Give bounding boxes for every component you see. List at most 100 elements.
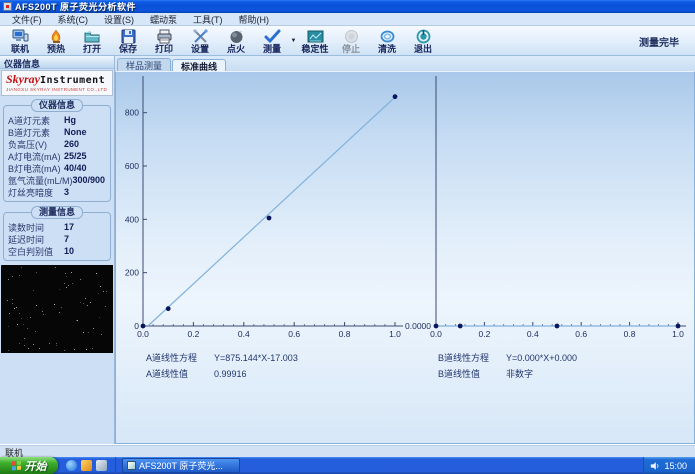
menu-pump[interactable]: 蠕动泵 xyxy=(150,14,178,25)
svg-text:200: 200 xyxy=(125,268,139,278)
exit-power-icon xyxy=(416,29,430,43)
start-button[interactable]: 开始 xyxy=(0,457,58,474)
browser-icon[interactable] xyxy=(66,460,77,471)
quick-launch xyxy=(58,457,116,474)
quick-launch-icon[interactable] xyxy=(81,460,92,471)
brand-logo: SkyrayInstrument JIANGSU SKYRAY INSTRUME… xyxy=(1,70,113,96)
field-label: A道灯元素 xyxy=(8,115,51,126)
svg-text:0.6: 0.6 xyxy=(288,329,300,339)
field-value: None xyxy=(64,127,87,137)
field-label: B灯电流(mA) xyxy=(8,163,61,174)
field-label: 延迟时间 xyxy=(8,234,45,245)
equation-label: A道线性方程 xyxy=(146,353,198,363)
b-channel-r-row: B道线性值 非数字 xyxy=(438,367,533,380)
measurement-info-group: 测量信息 读数时间 17 延迟时间 7 空白判别值 10 xyxy=(3,206,111,261)
ignite-button[interactable]: 点火 xyxy=(218,27,254,55)
toolbar-button-label: 联机 xyxy=(10,43,29,54)
connection-status: 联机 xyxy=(5,448,24,458)
equation-value: Y=0.000*X+0.000 xyxy=(506,353,578,363)
field-row: B灯电流(mA) 40/40 xyxy=(8,162,106,174)
save-floppy-icon xyxy=(121,29,135,43)
sidebar: 仪器信息 SkyrayInstrument JIANGSU SKYRAY INS… xyxy=(0,56,115,444)
standard-curve-panel: 0.0 0.2 0.4 0.6 0.8 1.0 0 200 400 600 800 0.0 0.2 0.4… xyxy=(115,71,695,444)
main-area: 样品测量 标准曲线 0.0 0.2 0.4 0.6 0.8 1.0 0 200 400 600 80… xyxy=(115,56,695,444)
app-icon xyxy=(3,2,12,11)
stability-button[interactable]: 稳定性 xyxy=(297,27,333,55)
settings-button[interactable]: 设置 xyxy=(182,27,218,55)
taskbar-app-button[interactable]: AFS200T 原子荧光... xyxy=(122,458,240,473)
tab-standard-curve[interactable]: 标准曲线 xyxy=(172,59,227,72)
toolbar-button-label: 打开 xyxy=(82,43,101,54)
field-label: 空白判别值 xyxy=(8,246,54,257)
print-button[interactable]: 打印 xyxy=(146,27,182,55)
a-channel-equation-row: A道线性方程 Y=875.144*X-17.003 xyxy=(146,351,298,364)
clean-icon xyxy=(380,30,394,42)
field-row: 延迟时间 7 xyxy=(8,233,106,245)
measure-dropdown-arrow[interactable]: ▼ xyxy=(290,38,297,44)
field-row: B道灯元素 None xyxy=(8,126,106,138)
window-title: AFS200T 原子荧光分析软件 xyxy=(15,2,137,12)
content-area: 仪器信息 SkyrayInstrument JIANGSU SKYRAY INS… xyxy=(0,56,695,444)
open-button[interactable]: 打开 xyxy=(74,27,110,55)
svg-text:0.4: 0.4 xyxy=(238,329,250,339)
field-value: 3 xyxy=(64,187,70,197)
menu-settings[interactable]: 设置(S) xyxy=(104,14,134,25)
preheat-button[interactable]: 预热 xyxy=(38,27,74,55)
field-row: 灯丝亮暗度 3 xyxy=(8,186,106,198)
brand-name-red: Skyray xyxy=(6,72,40,86)
taskbar-app-label: AFS200T 原子荧光... xyxy=(139,461,223,471)
field-label: 负高压(V) xyxy=(8,139,47,150)
volume-icon[interactable] xyxy=(650,461,660,471)
field-row: 读数时间 17 xyxy=(8,221,106,233)
exit-button[interactable]: 退出 xyxy=(405,27,441,55)
toolbar-button-label: 退出 xyxy=(413,43,432,54)
toolbar-button-label: 保存 xyxy=(118,43,137,54)
menu-help[interactable]: 帮助(H) xyxy=(238,14,270,25)
settings-tools-icon xyxy=(192,28,208,43)
toolbar-button-label: 清洗 xyxy=(377,43,396,54)
field-value: 7 xyxy=(64,234,70,244)
field-label: A灯电流(mA) xyxy=(8,151,61,162)
toolbar-button-label: 设置 xyxy=(190,43,209,54)
svg-text:800: 800 xyxy=(125,108,139,118)
field-label: 氩气流量(mL/M) xyxy=(8,175,73,186)
svg-text:0.0: 0.0 xyxy=(137,329,149,339)
field-value: 10 xyxy=(64,246,75,256)
measure-check-icon xyxy=(264,29,280,43)
field-label: 读数时间 xyxy=(8,222,45,233)
field-value: 260 xyxy=(64,139,80,149)
svg-text:0: 0 xyxy=(134,321,139,331)
tab-sample-measure[interactable]: 样品测量 xyxy=(117,58,172,71)
stop-button: 停止 xyxy=(333,27,369,55)
svg-text:0.8: 0.8 xyxy=(624,329,636,339)
a-channel-r-row: A道线性值 0.99916 xyxy=(146,367,247,380)
quick-launch-icon[interactable] xyxy=(96,460,107,471)
svg-text:0.2: 0.2 xyxy=(478,329,490,339)
menu-tools[interactable]: 工具(T) xyxy=(193,14,223,25)
save-button[interactable]: 保存 xyxy=(110,27,146,55)
field-row: 负高压(V) 260 xyxy=(8,138,106,150)
connect-button[interactable]: 联机 xyxy=(2,27,38,55)
svg-text:1.0: 1.0 xyxy=(389,329,401,339)
connect-icon xyxy=(12,29,28,41)
toolbar-button-label: 停止 xyxy=(341,43,360,54)
equation-label: B道线性方程 xyxy=(438,353,490,363)
calibration-charts: 0.0 0.2 0.4 0.6 0.8 1.0 0 200 400 600 800 0.0 0.2 0.4… xyxy=(125,76,686,339)
print-icon xyxy=(157,29,171,43)
stability-chart-icon xyxy=(307,30,323,42)
svg-text:1.0: 1.0 xyxy=(672,329,684,339)
clean-button[interactable]: 清洗 xyxy=(369,27,405,55)
menu-system[interactable]: 系统(C) xyxy=(57,14,89,25)
preheat-flame-icon xyxy=(51,29,60,43)
toolbar-button-label: 点火 xyxy=(226,43,245,54)
menu-file[interactable]: 文件(F) xyxy=(12,14,42,25)
svg-text:0.4: 0.4 xyxy=(527,329,539,339)
measure-button[interactable]: 测量 xyxy=(254,27,290,55)
linearity-value: 0.99916 xyxy=(214,369,247,379)
field-value: Hg xyxy=(64,115,76,125)
windows-flag-icon xyxy=(11,460,22,471)
svg-text:0.0: 0.0 xyxy=(430,329,442,339)
app-icon xyxy=(127,461,136,470)
toolbar-button-label: 预热 xyxy=(46,43,65,54)
toolbar: 联机 预热 打开 保存 打印 设置 点火 测量 ▼ xyxy=(0,26,695,56)
